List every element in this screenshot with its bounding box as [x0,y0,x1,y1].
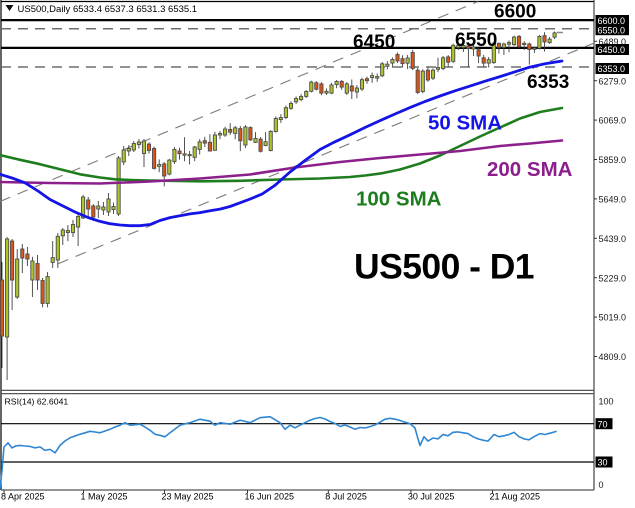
svg-text:4809.0: 4809.0 [599,352,627,362]
svg-text:5859.0: 5859.0 [599,155,627,165]
svg-text:23 May 2025: 23 May 2025 [162,492,214,502]
svg-text:21 Aug 2025: 21 Aug 2025 [490,492,541,502]
svg-text:8 Jul 2025: 8 Jul 2025 [325,492,367,502]
svg-text:6600.0: 6600.0 [598,16,626,26]
svg-text:70: 70 [598,419,608,429]
svg-text:6600: 6600 [494,2,536,23]
svg-text:200 SMA: 200 SMA [487,158,573,181]
svg-text:5439.0: 5439.0 [599,234,627,244]
svg-text:6069.0: 6069.0 [599,116,627,126]
svg-text:1 May 2025: 1 May 2025 [81,492,128,502]
svg-text:6489.0: 6489.0 [599,37,627,47]
svg-text:6450: 6450 [353,32,395,53]
svg-text:6550.0: 6550.0 [598,25,626,35]
svg-text:0: 0 [599,480,604,490]
svg-text:6353.0: 6353.0 [598,64,626,74]
svg-text:5649.0: 5649.0 [599,195,627,205]
svg-text:6550: 6550 [455,30,497,51]
svg-text:8 Apr 2025: 8 Apr 2025 [1,492,45,502]
svg-text:6279.0: 6279.0 [599,76,627,86]
svg-text:100: 100 [599,396,614,406]
svg-text:US500,Daily 6533.4 6537.3 653: US500,Daily 6533.4 6537.3 6531.3 6535.1 [18,4,198,15]
svg-text:50 SMA: 50 SMA [428,112,502,135]
svg-text:RSI(14) 62.6041: RSI(14) 62.6041 [5,396,69,406]
svg-text:6450.0: 6450.0 [598,45,626,55]
svg-text:5019.0: 5019.0 [599,313,627,323]
svg-text:100 SMA: 100 SMA [356,188,442,211]
svg-text:30 Jul 2025: 30 Jul 2025 [408,492,455,502]
svg-text:5229.0: 5229.0 [599,273,627,283]
svg-text:16 Jun 2025: 16 Jun 2025 [245,492,295,502]
svg-text:30: 30 [598,458,608,468]
svg-text:6353: 6353 [527,72,569,93]
svg-text:US500 - D1: US500 - D1 [354,247,534,287]
